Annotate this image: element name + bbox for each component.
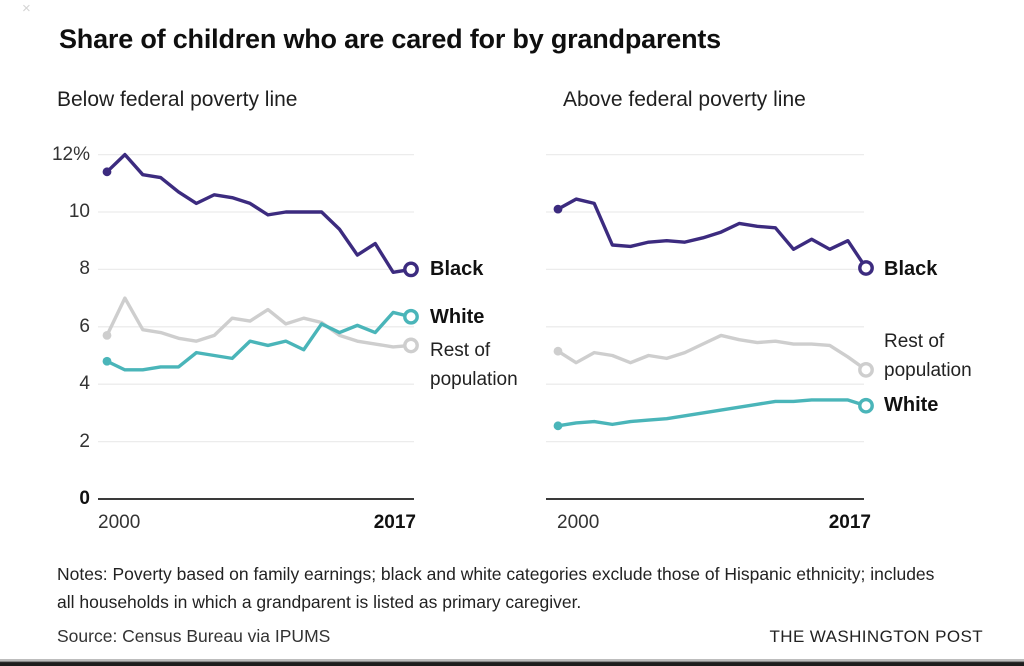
source-text: Source: Census Bureau via IPUMS: [57, 626, 331, 646]
source-row: Source: Census Bureau via IPUMS THE WASH…: [57, 626, 983, 647]
right-label-rest-of-population: Rest of population: [884, 331, 972, 381]
x-tick-label-start: 2000: [98, 512, 141, 533]
y-tick-label-2: 2: [79, 430, 90, 452]
y-tick-label-10: 10: [68, 201, 90, 222]
y-tick-label-0: 0: [79, 488, 90, 509]
series-end-circle-rest-of-population: [858, 361, 874, 378]
close-icon[interactable]: ×: [22, 0, 31, 17]
right-chart-title: Above federal poverty line: [563, 88, 806, 111]
left-label-rest-of-population: Rest of population: [430, 340, 518, 390]
series-start-dot-white: [102, 356, 112, 366]
series-start-dot-black: [102, 167, 112, 177]
series-line-white: [556, 398, 868, 428]
x-tick-label-end: 2017: [828, 512, 871, 533]
publisher-credit: THE WASHINGTON POST: [769, 627, 983, 646]
series-line-rest-of-population: [105, 296, 413, 349]
series-end-circle-black: [858, 260, 874, 276]
series-line-black: [105, 152, 413, 274]
series-line-rest-of-population: [556, 333, 868, 372]
window-bottom-edge: [0, 659, 1024, 666]
chart-notes: Notes: Poverty based on family earnings;…: [57, 564, 935, 612]
series-start-dot-rest-of-population: [553, 346, 563, 356]
series-start-dot-rest-of-population: [102, 331, 112, 340]
left-label-white: White: [430, 306, 485, 328]
right-label-white: White: [884, 394, 939, 416]
x-tick-label-start: 2000: [557, 512, 600, 533]
page-title: Share of children who are cared for by g…: [59, 24, 721, 54]
left-label-black: Black: [430, 258, 484, 280]
y-tick-label-12: 12%: [51, 143, 90, 165]
series-end-circle-rest-of-population: [403, 337, 419, 354]
y-tick-label-6: 6: [79, 315, 90, 337]
series-line-white: [105, 310, 413, 372]
series-end-circle-black: [403, 261, 419, 278]
series-start-dot-white: [553, 421, 563, 431]
series-start-dot-black: [553, 204, 563, 214]
y-tick-label-4: 4: [79, 373, 90, 395]
series-end-circle-white: [403, 308, 419, 325]
series-end-circle-white: [858, 397, 874, 414]
y-tick-label-8: 8: [79, 258, 90, 280]
series-line-black: [556, 197, 868, 270]
right-label-black: Black: [884, 258, 938, 280]
x-tick-label-end: 2017: [373, 512, 416, 533]
left-chart-title: Below federal poverty line: [57, 88, 298, 111]
